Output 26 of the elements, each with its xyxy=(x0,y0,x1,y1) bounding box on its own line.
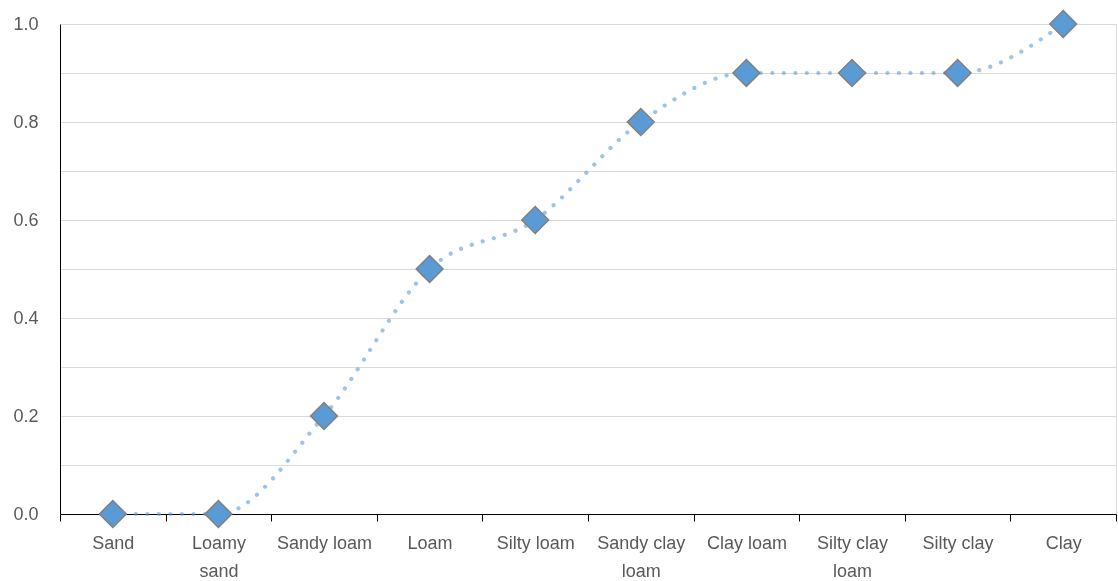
x-tick-label: Loam xyxy=(407,532,453,553)
x-tick-label: Loamy sand xyxy=(191,532,246,581)
x-tick-label: Sandy clay loam xyxy=(597,532,686,581)
y-tick-label: 0.4 xyxy=(13,307,39,328)
x-tick-label: Silty clay xyxy=(922,532,994,553)
y-tick-label: 1.0 xyxy=(13,13,39,34)
x-tick-label: Sand xyxy=(92,532,135,553)
y-tick-label: 0.6 xyxy=(13,209,39,230)
x-tick-label: Sandy loam xyxy=(276,532,373,553)
point xyxy=(837,58,867,88)
x-tick-label: Clay loam xyxy=(706,532,787,553)
point xyxy=(309,401,339,431)
y-tick-label: 0.8 xyxy=(13,111,39,132)
point xyxy=(98,499,127,529)
y-tick-label: 0.0 xyxy=(13,503,39,524)
y-tick-label: 0.2 xyxy=(13,405,39,426)
point xyxy=(204,499,233,529)
point xyxy=(1049,9,1078,39)
point xyxy=(943,58,972,88)
point xyxy=(626,107,655,137)
x-tick-label: Clay xyxy=(1045,532,1082,553)
point xyxy=(521,205,550,235)
x-tick-label: Silty loam xyxy=(496,532,575,553)
point xyxy=(732,58,761,88)
x-tick-label: Silty clay loam xyxy=(816,532,889,581)
point xyxy=(415,254,444,284)
